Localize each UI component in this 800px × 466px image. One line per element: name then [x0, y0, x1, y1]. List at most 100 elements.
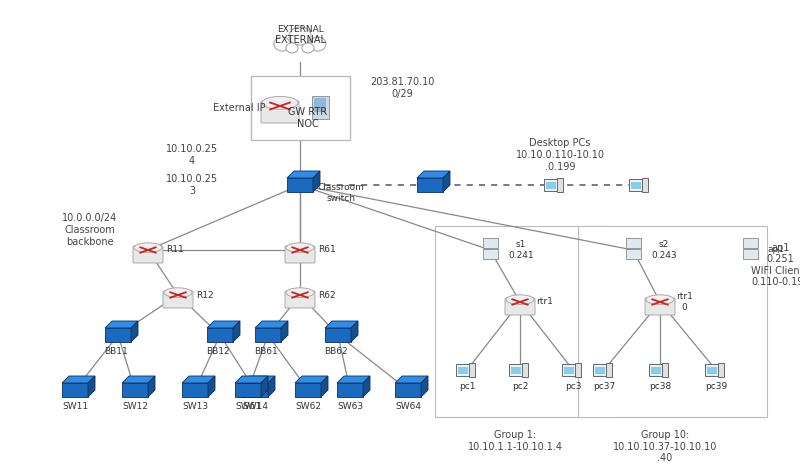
Polygon shape: [261, 376, 268, 397]
FancyBboxPatch shape: [631, 181, 641, 189]
FancyBboxPatch shape: [564, 366, 574, 374]
Text: s2
0.243: s2 0.243: [651, 240, 677, 260]
FancyBboxPatch shape: [455, 364, 470, 376]
FancyBboxPatch shape: [314, 98, 326, 112]
Ellipse shape: [506, 295, 534, 304]
Ellipse shape: [286, 288, 314, 297]
Polygon shape: [105, 328, 131, 342]
Text: BB12: BB12: [206, 347, 230, 356]
Polygon shape: [182, 383, 208, 397]
Polygon shape: [421, 376, 428, 397]
FancyBboxPatch shape: [311, 96, 329, 118]
Polygon shape: [337, 376, 370, 383]
Text: BB11: BB11: [104, 347, 128, 356]
Polygon shape: [295, 383, 321, 397]
Polygon shape: [105, 321, 138, 328]
FancyBboxPatch shape: [651, 366, 661, 374]
FancyBboxPatch shape: [742, 248, 758, 259]
Text: SW11: SW11: [62, 402, 88, 411]
Text: pc39: pc39: [705, 382, 727, 391]
FancyBboxPatch shape: [707, 366, 717, 374]
FancyBboxPatch shape: [264, 44, 336, 62]
Polygon shape: [363, 376, 370, 397]
Ellipse shape: [286, 43, 298, 53]
Polygon shape: [295, 376, 328, 383]
Polygon shape: [395, 376, 428, 383]
FancyBboxPatch shape: [626, 238, 641, 247]
Text: EXTERNAL: EXTERNAL: [277, 25, 323, 34]
FancyBboxPatch shape: [543, 179, 558, 191]
Text: s1
0.241: s1 0.241: [508, 240, 534, 260]
FancyBboxPatch shape: [574, 363, 582, 377]
Text: pc3: pc3: [565, 382, 582, 391]
FancyBboxPatch shape: [578, 226, 767, 417]
Text: SW62: SW62: [295, 402, 321, 411]
Text: ap1
0.251
WIFI Clients
0.110-0.199: ap1 0.251 WIFI Clients 0.110-0.199: [751, 243, 800, 288]
FancyBboxPatch shape: [662, 363, 668, 377]
Polygon shape: [62, 383, 88, 397]
FancyBboxPatch shape: [557, 178, 563, 192]
FancyBboxPatch shape: [261, 101, 299, 123]
FancyBboxPatch shape: [742, 238, 758, 247]
Text: SW64: SW64: [395, 402, 421, 411]
Polygon shape: [207, 321, 240, 328]
FancyBboxPatch shape: [458, 366, 468, 374]
FancyBboxPatch shape: [435, 226, 612, 417]
Polygon shape: [235, 376, 268, 383]
Polygon shape: [287, 178, 313, 192]
Text: rtr1: rtr1: [536, 297, 553, 307]
FancyBboxPatch shape: [250, 76, 350, 140]
Polygon shape: [321, 376, 328, 397]
Polygon shape: [287, 171, 320, 178]
Text: 10.0.0.0/24
Classroom
backbone: 10.0.0.0/24 Classroom backbone: [62, 213, 118, 247]
Ellipse shape: [262, 96, 298, 109]
FancyBboxPatch shape: [482, 248, 498, 259]
FancyBboxPatch shape: [705, 364, 719, 376]
Text: SW61: SW61: [235, 402, 261, 411]
FancyBboxPatch shape: [285, 291, 315, 308]
Text: Classroom
switch: Classroom switch: [318, 183, 365, 203]
FancyBboxPatch shape: [133, 246, 163, 263]
FancyBboxPatch shape: [718, 363, 724, 377]
Polygon shape: [417, 171, 450, 178]
Polygon shape: [242, 376, 275, 383]
FancyBboxPatch shape: [606, 363, 612, 377]
Polygon shape: [255, 328, 281, 342]
FancyBboxPatch shape: [562, 364, 577, 376]
Text: Group 1:
10.10.1.1-10.10.1.4: Group 1: 10.10.1.1-10.10.1.4: [467, 430, 562, 452]
Text: SW12: SW12: [122, 402, 148, 411]
FancyBboxPatch shape: [626, 248, 641, 259]
Text: SW63: SW63: [337, 402, 363, 411]
Polygon shape: [255, 321, 288, 328]
Ellipse shape: [310, 37, 326, 51]
Polygon shape: [235, 383, 261, 397]
Polygon shape: [337, 383, 363, 397]
Text: EXTERNAL: EXTERNAL: [274, 35, 326, 45]
Text: GW RTR
NOC: GW RTR NOC: [289, 107, 327, 129]
Polygon shape: [88, 376, 95, 397]
FancyBboxPatch shape: [511, 366, 521, 374]
Text: BB62: BB62: [324, 347, 348, 356]
Text: R61: R61: [318, 246, 336, 254]
Ellipse shape: [286, 243, 314, 253]
FancyBboxPatch shape: [482, 238, 498, 247]
FancyBboxPatch shape: [509, 364, 523, 376]
FancyBboxPatch shape: [469, 363, 475, 377]
Polygon shape: [182, 376, 215, 383]
Polygon shape: [233, 321, 240, 342]
FancyBboxPatch shape: [642, 178, 648, 192]
Polygon shape: [122, 376, 155, 383]
FancyBboxPatch shape: [649, 364, 663, 376]
Polygon shape: [208, 376, 215, 397]
Polygon shape: [325, 321, 358, 328]
Text: 10.10.0.25
4: 10.10.0.25 4: [166, 144, 218, 166]
Polygon shape: [207, 328, 233, 342]
Text: R12: R12: [196, 290, 214, 300]
Polygon shape: [395, 383, 421, 397]
Polygon shape: [268, 376, 275, 397]
Polygon shape: [313, 171, 320, 192]
Text: 10.10.0.25
3: 10.10.0.25 3: [166, 174, 218, 196]
FancyBboxPatch shape: [593, 364, 607, 376]
Text: pc37: pc37: [593, 382, 615, 391]
Text: pc2: pc2: [512, 382, 528, 391]
